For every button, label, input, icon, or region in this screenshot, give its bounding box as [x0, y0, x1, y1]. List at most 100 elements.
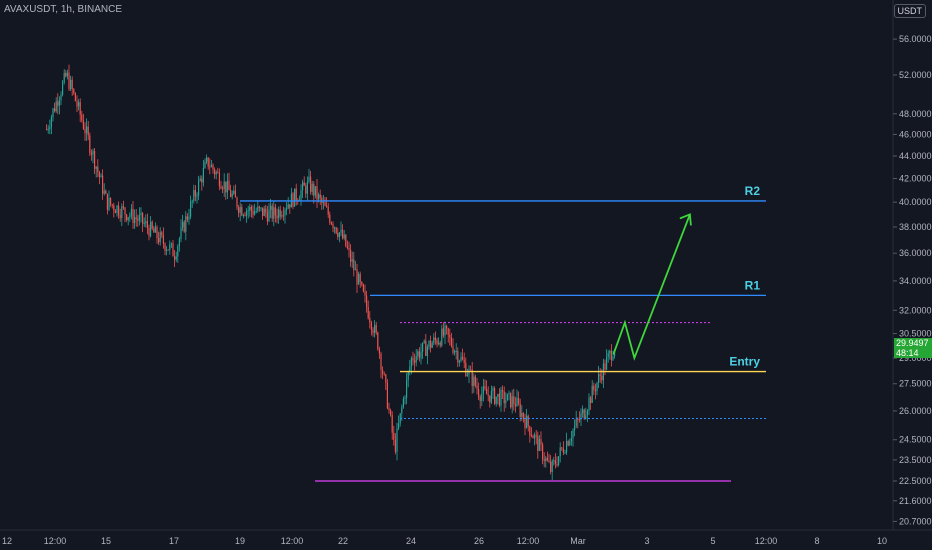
candle-body [113, 205, 115, 211]
candle-body [212, 164, 214, 170]
price-axis[interactable]: 56.0000 52.0000 48.0000 46.0000 44.0000 42.00… [893, 34, 932, 526]
candle-body [350, 249, 352, 262]
candle-body [145, 221, 147, 224]
candle-body [361, 282, 363, 285]
candle-body [521, 412, 523, 417]
candle-body [220, 186, 222, 189]
candle-body [207, 157, 209, 167]
candle-body [97, 166, 99, 172]
candle-body [127, 217, 129, 221]
candle-body [175, 256, 177, 260]
candle-body [367, 306, 369, 319]
candle-body [252, 210, 254, 215]
candle-body [66, 72, 68, 77]
time-tick-label: 22 [338, 536, 348, 546]
candle-body [116, 205, 118, 214]
candle-body [68, 72, 70, 89]
candle-body [537, 435, 539, 451]
candle-body [388, 408, 390, 411]
candle-body [228, 180, 230, 191]
candle-body [217, 172, 219, 174]
candle-body [380, 353, 382, 370]
candle-body [337, 232, 339, 238]
candle-body [52, 108, 54, 118]
currency-button[interactable]: USDT [893, 4, 926, 18]
candle-body [606, 357, 608, 370]
price-levels: R2 R1 Entry [240, 184, 766, 482]
candle-body [162, 235, 164, 244]
candle-body [586, 410, 588, 416]
candle-body [559, 447, 561, 457]
candle-body [385, 374, 387, 383]
candle-body [311, 183, 313, 192]
price-tick-label: 20.7000 [899, 516, 932, 526]
candle-body [601, 375, 603, 381]
candle-body [230, 190, 232, 197]
price-tick-label: 44.0000 [899, 151, 932, 161]
candle-body [494, 388, 496, 404]
candle-body [135, 217, 137, 219]
candle-body [534, 434, 536, 439]
candle-body [465, 362, 467, 376]
candle-body [142, 212, 144, 224]
candle-body [122, 206, 124, 208]
candle-body [425, 340, 427, 356]
candle-body [442, 328, 444, 336]
candle-body [86, 126, 88, 134]
candle-body [377, 332, 379, 350]
candle-body [409, 366, 411, 372]
candle-body [527, 415, 529, 427]
candle-body [278, 209, 280, 219]
candle-body [550, 462, 552, 472]
projection-arrowhead [679, 213, 692, 226]
candle-body [58, 100, 60, 106]
candle-body [92, 151, 94, 155]
candle-body [305, 185, 307, 194]
candle-body [266, 212, 268, 222]
candle-body [510, 392, 512, 408]
candle-body [410, 357, 412, 367]
candle-body [270, 205, 272, 210]
candle-body [466, 374, 468, 376]
candle-body [502, 390, 504, 392]
candle-body [406, 379, 408, 398]
candle-body [450, 337, 452, 346]
candle-body [370, 322, 372, 330]
candle-body [161, 232, 163, 236]
candle-body [575, 419, 577, 427]
candle-body [103, 190, 105, 194]
candle-body [138, 215, 140, 221]
candle-body [346, 246, 348, 248]
time-axis[interactable]: 12 12:00 15 17 19 12:00 22 24 26 12:00 Mar 3 5 12:00 8… [2, 536, 887, 546]
candle-body [567, 441, 569, 446]
candle-body [334, 227, 336, 229]
candle-body [170, 243, 172, 245]
candle-body [404, 397, 406, 399]
candle-body [556, 464, 558, 466]
candle-body [375, 324, 377, 333]
candle-body [358, 274, 360, 285]
candle-body [599, 374, 601, 376]
candle-body [551, 460, 553, 472]
candle-body [554, 460, 556, 465]
candle-body [287, 204, 289, 209]
time-tick-label: 15 [101, 536, 111, 546]
candle-body [481, 393, 483, 402]
time-tick-label: 5 [710, 536, 715, 546]
candle-body [204, 161, 206, 168]
candle-body [535, 434, 537, 436]
candle-body [148, 227, 150, 237]
candle-body [94, 151, 96, 169]
candle-body [271, 205, 273, 219]
candle-body [580, 413, 582, 420]
candle-body [258, 206, 260, 208]
candle-body [263, 208, 265, 216]
candle-body [396, 428, 398, 452]
candle-body [412, 357, 414, 361]
candle-body [457, 350, 459, 363]
candle-body [540, 439, 542, 445]
candle-body [471, 369, 473, 386]
candle-body [238, 207, 240, 213]
candle-body [100, 175, 102, 178]
